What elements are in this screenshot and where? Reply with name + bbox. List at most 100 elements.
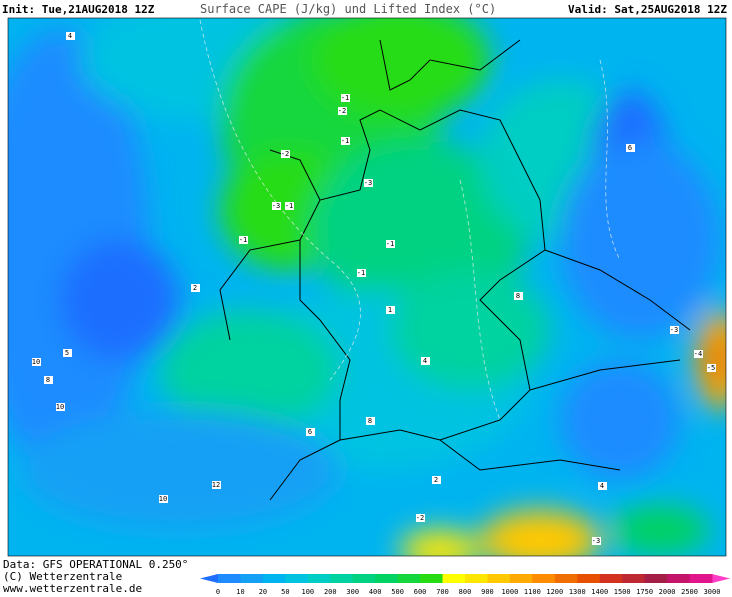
colorbar-label: 1000 (501, 588, 518, 596)
colorbar-label: 20 (259, 588, 267, 596)
colorbar-under (200, 574, 218, 583)
contour-label-box (670, 326, 679, 334)
contour-label-box (285, 202, 294, 210)
colorbar-label: 600 (414, 588, 427, 596)
colorbar-label: 10 (236, 588, 244, 596)
colorbar-label: 700 (436, 588, 449, 596)
colorbar-label: 2000 (659, 588, 676, 596)
valid-time: Valid: Sat,25AUG2018 12Z (568, 3, 727, 16)
contour-label: -2 (416, 514, 424, 522)
contour-label: 1 (388, 306, 392, 314)
contour-label-box (386, 306, 395, 314)
colorbar-segment (622, 574, 646, 583)
colorbar-segment (218, 574, 241, 583)
contour-label: 8 (368, 417, 372, 425)
contour-label-box (239, 236, 248, 244)
colorbar-segment (644, 574, 668, 583)
contour-label-box (56, 403, 65, 411)
contour-label: -3 (592, 537, 600, 545)
borders (219, 39, 691, 501)
colorbar-label: 50 (281, 588, 289, 596)
map-title: Surface CAPE (J/kg) und Lifted Index (°C… (200, 2, 496, 16)
colorbar-segment (487, 574, 511, 583)
contour-label: -3 (670, 326, 678, 334)
colorbar-segment (420, 574, 444, 583)
colorbar-label: 1100 (524, 588, 541, 596)
colorbar-segment (352, 574, 376, 583)
contour-label: 2 (193, 284, 197, 292)
colorbar-label: 500 (391, 588, 404, 596)
field (8, 18, 726, 556)
contour-label-box (338, 107, 347, 115)
contour-label: 10 (159, 495, 167, 503)
colorbar-segment (465, 574, 488, 583)
colorbar-segment (442, 574, 466, 583)
contour-label: 10 (32, 358, 40, 366)
colorbar-segment (307, 574, 331, 583)
contour-label: -2 (281, 150, 289, 158)
contour-label-box (694, 350, 703, 358)
contour-label: 12 (212, 481, 220, 489)
contour-label-box (416, 514, 425, 522)
contour-label-box (66, 32, 75, 40)
colorbar-segment (554, 574, 578, 583)
colorbar-label: 0 (216, 588, 220, 596)
contour-label-box (63, 349, 72, 357)
contour-label-box (364, 179, 373, 187)
contour-label: 6 (628, 144, 632, 152)
contour-label-box (272, 202, 281, 210)
contour-label-box (432, 476, 441, 484)
contour-label: -2 (338, 107, 346, 115)
contour-label: -1 (239, 236, 247, 244)
colorbar-label: 1750 (636, 588, 653, 596)
colorbar-segment (532, 574, 556, 583)
contour-label-box (212, 481, 221, 489)
colorbar-segment (509, 574, 533, 583)
colorbar-label: 2500 (681, 588, 698, 596)
contour-label: -1 (386, 240, 394, 248)
contour-label-box (707, 364, 716, 372)
contour-label-box (366, 417, 375, 425)
colorbar-label: 1500 (614, 588, 631, 596)
contour-label: 2 (434, 476, 438, 484)
colorbar-segment (375, 574, 399, 583)
contour-label: 5 (65, 349, 69, 357)
contour-label: -1 (341, 137, 349, 145)
contour-label: -3 (364, 179, 372, 187)
contour-label-box (598, 482, 607, 490)
contour-label: 4 (68, 32, 72, 40)
colorbar-label: 1200 (546, 588, 563, 596)
colorbar-label: 400 (369, 588, 382, 596)
colorbar-segment (577, 574, 601, 583)
contour-label: -5 (707, 364, 715, 372)
contour-label: 8 (46, 376, 50, 384)
contour-label-box (281, 150, 290, 158)
colorbar-segment (667, 574, 691, 583)
contour-label-box (44, 376, 53, 384)
colorbar-over (712, 574, 730, 583)
contour-label-box (592, 537, 601, 545)
colorbar-label: 300 (346, 588, 359, 596)
data-source: Data: GFS OPERATIONAL 0.250° (3, 558, 188, 571)
contour-label: -1 (341, 94, 349, 102)
contour-label: 10 (56, 403, 64, 411)
contour-label: -1 (357, 269, 365, 277)
colorbar-label: 200 (324, 588, 337, 596)
contour-label-box (421, 357, 430, 365)
contour-label-box (191, 284, 200, 292)
contour-label: -1 (285, 202, 293, 210)
contour-label-box (357, 269, 366, 277)
contour-label: -3 (272, 202, 280, 210)
colorbar-segment (262, 574, 286, 583)
colorbar-segment (397, 574, 421, 583)
colorbar-label: 100 (301, 588, 314, 596)
contour-label-box (626, 144, 635, 152)
contour-label-box (514, 292, 523, 300)
colorbar-label: 900 (481, 588, 494, 596)
colorbar-segment (599, 574, 623, 583)
colorbar-segment (285, 574, 309, 583)
contour-label-box (341, 94, 350, 102)
contour-label: 4 (423, 357, 427, 365)
